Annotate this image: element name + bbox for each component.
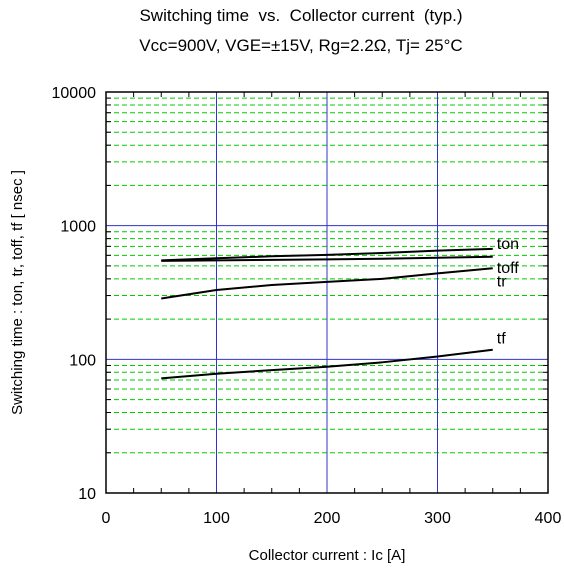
series-label-ton: ton — [497, 236, 519, 253]
x-tick-label: 100 — [203, 510, 230, 527]
y-tick-label: 100 — [69, 352, 96, 369]
x-tick-label: 200 — [314, 510, 341, 527]
x-axis-label: Collector current : Ic [A] — [249, 547, 406, 564]
series-line-tr — [161, 267, 493, 300]
y-tick-label: 10 — [78, 486, 96, 503]
y-tick-label: 1000 — [60, 219, 96, 236]
x-tick-label: 400 — [535, 510, 562, 527]
series-label-tf: tf — [497, 331, 506, 348]
series-label-tr: tr — [497, 273, 507, 290]
series-line-toff — [161, 255, 493, 262]
x-tick-label: 300 — [424, 510, 451, 527]
y-tick-label: 10000 — [52, 85, 97, 102]
chart-title: Switching time vs. Collector current (ty… — [139, 6, 463, 25]
y-axis-label: Switching time : ton, tr, toff, tf [ nse… — [9, 170, 26, 415]
series-lines — [161, 247, 493, 380]
tick-marks — [106, 92, 548, 493]
series-line-tf — [161, 348, 493, 380]
series-label-toff: toff — [497, 260, 520, 277]
plot-frame — [105, 91, 549, 494]
chart-subtitle: Vcc=900V, VGE=±15V, Rg=2.2Ω, Tj= 25°C — [139, 36, 463, 55]
x-tick-label: 0 — [102, 510, 111, 527]
grid — [106, 92, 548, 493]
series-line-ton — [161, 247, 493, 262]
